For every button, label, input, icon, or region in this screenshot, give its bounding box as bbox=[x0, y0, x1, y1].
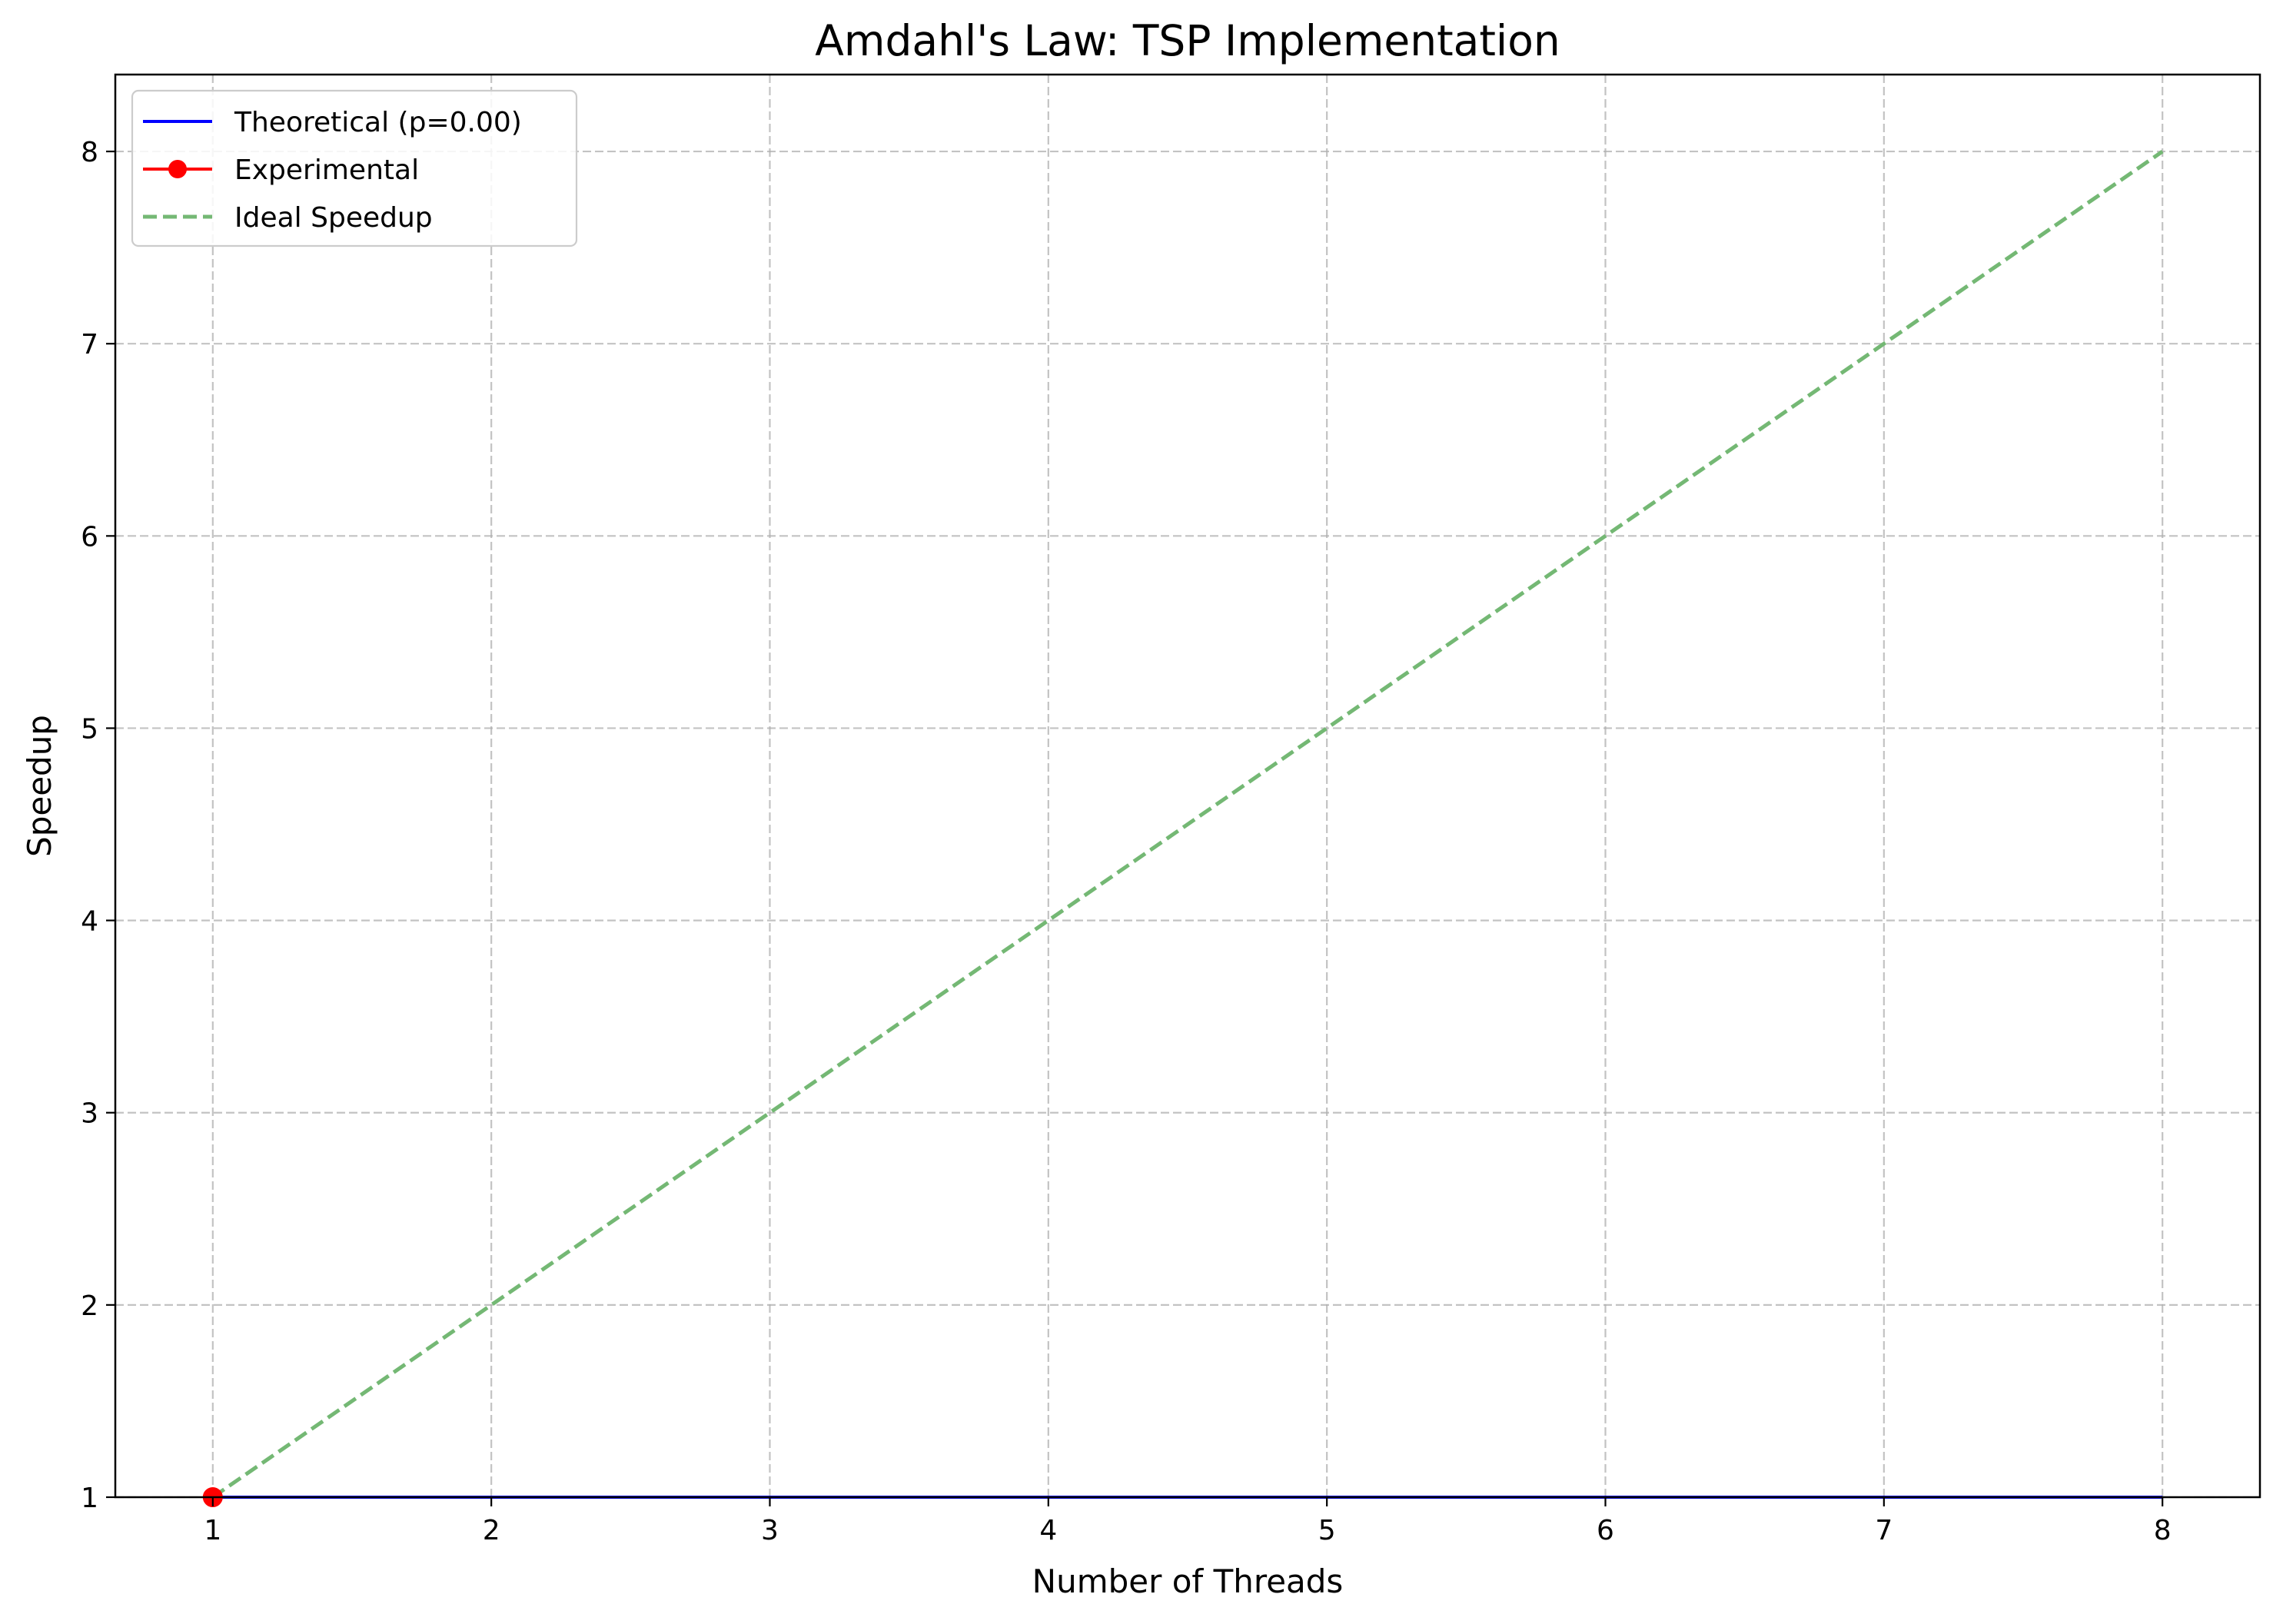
y-tick-label-2: 2 bbox=[81, 1290, 98, 1322]
x-tick-label-8: 8 bbox=[2154, 1515, 2172, 1546]
ticks: 1 2 3 4 5 6 7 8 1 2 3 4 5 6 7 8 bbox=[81, 137, 2172, 1546]
legend-label-theoretical-p-0-00: Theoretical (p=0.00) bbox=[234, 107, 522, 138]
legend-label-experimental: Experimental bbox=[234, 154, 419, 186]
y-tick-label-3: 3 bbox=[81, 1098, 98, 1130]
x-tick-label-3: 3 bbox=[761, 1515, 779, 1546]
legend-label-ideal-speedup: Ideal Speedup bbox=[234, 202, 433, 234]
y-tick-label-6: 6 bbox=[81, 521, 98, 553]
series-line-ideal-speedup bbox=[211, 149, 2164, 1499]
y-tick-label-7: 7 bbox=[81, 329, 98, 360]
x-tick-label-6: 6 bbox=[1597, 1515, 1614, 1546]
chart-title: Amdahl's Law: TSP Implementation bbox=[815, 16, 1560, 65]
plot-frame bbox=[114, 73, 2261, 1499]
x-tick-label-2: 2 bbox=[483, 1515, 500, 1546]
x-tick-label-7: 7 bbox=[1875, 1515, 1893, 1546]
legend-box bbox=[131, 89, 578, 247]
x-tick-label-1: 1 bbox=[204, 1515, 221, 1546]
x-axis-label: Number of Threads bbox=[1032, 1563, 1344, 1600]
y-tick-label-8: 8 bbox=[81, 137, 98, 168]
y-tick-label-1: 1 bbox=[81, 1483, 98, 1514]
legend: Theoretical (p=0.00) Experimental Ideal Sp… bbox=[131, 89, 578, 247]
legend-marker-experimental bbox=[168, 160, 187, 178]
y-tick-label-5: 5 bbox=[81, 713, 98, 745]
x-tick-label-5: 5 bbox=[1318, 1515, 1336, 1546]
y-tick-label-4: 4 bbox=[81, 906, 98, 938]
y-axis-label: Speedup bbox=[21, 715, 58, 857]
grid bbox=[115, 75, 2260, 1499]
x-tick-label-4: 4 bbox=[1039, 1515, 1057, 1546]
